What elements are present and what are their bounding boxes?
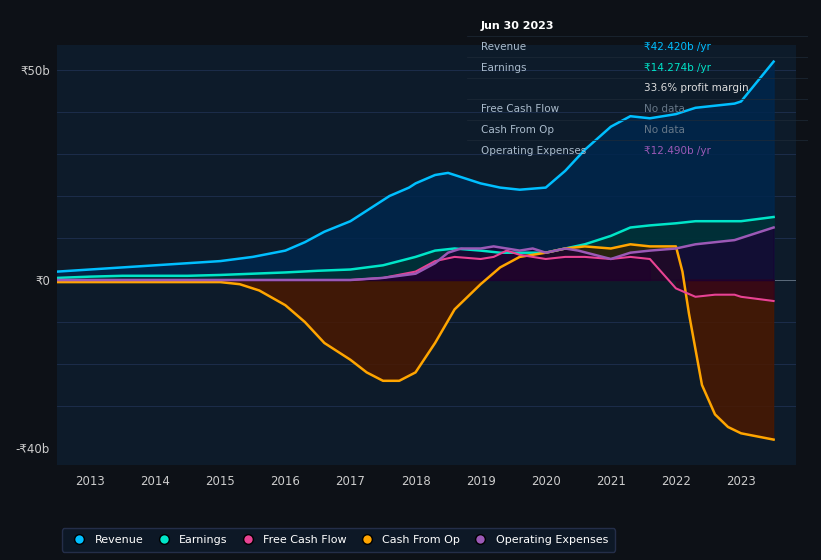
Text: 33.6% profit margin: 33.6% profit margin xyxy=(644,83,749,94)
Text: Jun 30 2023: Jun 30 2023 xyxy=(481,21,554,31)
Text: No data: No data xyxy=(644,125,686,135)
Text: Revenue: Revenue xyxy=(481,42,526,52)
Text: Earnings: Earnings xyxy=(481,63,526,73)
Text: ₹12.490b /yr: ₹12.490b /yr xyxy=(644,146,711,156)
Text: Cash From Op: Cash From Op xyxy=(481,125,554,135)
Text: No data: No data xyxy=(644,104,686,114)
Text: Operating Expenses: Operating Expenses xyxy=(481,146,586,156)
Legend: Revenue, Earnings, Free Cash Flow, Cash From Op, Operating Expenses: Revenue, Earnings, Free Cash Flow, Cash … xyxy=(62,528,615,552)
Text: ₹14.274b /yr: ₹14.274b /yr xyxy=(644,63,711,73)
Text: ₹42.420b /yr: ₹42.420b /yr xyxy=(644,42,711,52)
Text: Free Cash Flow: Free Cash Flow xyxy=(481,104,559,114)
